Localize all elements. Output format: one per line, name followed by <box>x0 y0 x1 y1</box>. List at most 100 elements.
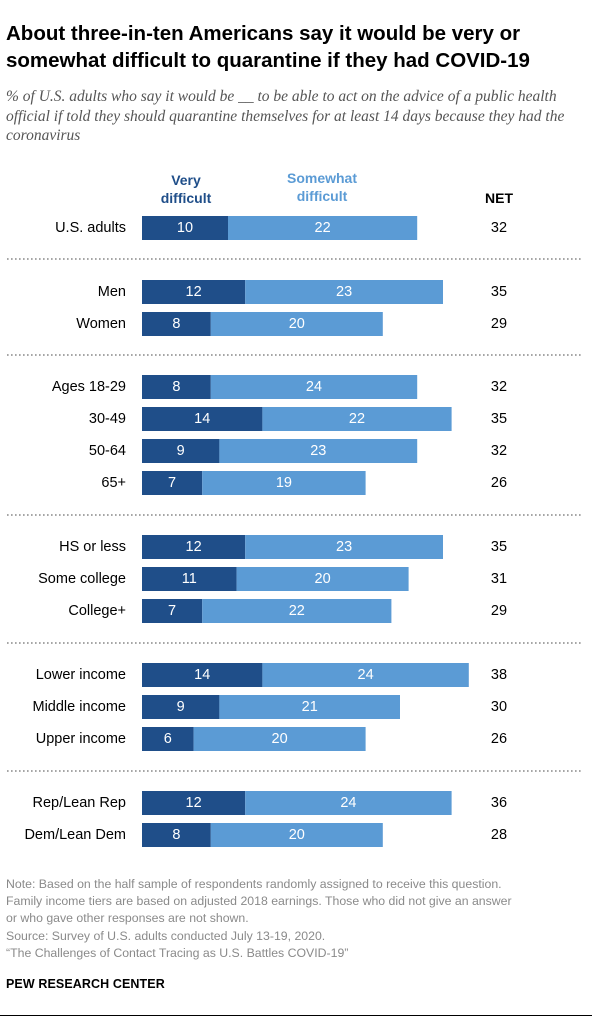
net-value-lower-income: 38 <box>491 667 507 683</box>
bar-somewhat-u-s-adults <box>228 216 418 240</box>
net-value-dem-lean-dem: 28 <box>491 827 507 843</box>
bottom-rule <box>0 1015 592 1016</box>
net-header: NET <box>485 190 513 206</box>
value-very-50-64: 9 <box>177 443 185 459</box>
value-somewhat-ages-18-29: 24 <box>306 379 322 395</box>
row-label-lower-income: Lower income <box>36 667 126 683</box>
row-label-college: College+ <box>68 603 126 619</box>
value-very-30-49: 14 <box>194 411 210 427</box>
legend-very-line2: difficult <box>161 190 212 206</box>
bar-somewhat-rep-lean-rep <box>245 791 452 815</box>
row-label-hs-or-less: HS or less <box>59 539 126 555</box>
value-somewhat-women: 20 <box>289 316 305 332</box>
bar-very-30-49 <box>142 407 263 431</box>
value-somewhat-dem-lean-dem: 20 <box>289 827 305 843</box>
net-value-65: 26 <box>491 475 507 491</box>
value-somewhat-30-49: 22 <box>349 411 365 427</box>
value-very-ages-18-29: 8 <box>172 379 180 395</box>
value-somewhat-rep-lean-rep: 24 <box>340 795 356 811</box>
bar-somewhat-middle-income <box>219 695 400 719</box>
value-very-u-s-adults: 10 <box>177 220 193 236</box>
net-value-u-s-adults: 32 <box>491 220 507 236</box>
value-very-some-college: 11 <box>182 571 197 587</box>
bar-somewhat-65 <box>202 471 366 495</box>
net-value-hs-or-less: 35 <box>491 539 507 555</box>
net-value-men: 35 <box>491 284 507 300</box>
net-value-50-64: 32 <box>491 443 507 459</box>
bar-somewhat-50-64 <box>219 439 418 463</box>
note-line-2: Family income tiers are based on adjuste… <box>6 894 512 909</box>
value-somewhat-hs-or-less: 23 <box>336 539 352 555</box>
bar-very-ages-18-29 <box>142 375 211 399</box>
bar-somewhat-lower-income <box>262 663 469 687</box>
row-label-upper-income: Upper income <box>36 731 126 747</box>
row-label-some-college: Some college <box>38 571 126 587</box>
row-label-50-64: 50-64 <box>89 443 126 459</box>
value-somewhat-middle-income: 21 <box>302 699 318 715</box>
row-label-men: Men <box>98 284 126 300</box>
value-somewhat-65: 19 <box>276 475 292 491</box>
row-label-women: Women <box>76 316 126 332</box>
row-label-65: 65+ <box>101 475 126 491</box>
net-value-middle-income: 30 <box>491 699 507 715</box>
bar-very-dem-lean-dem <box>142 823 211 847</box>
note-line-1: Note: Based on the half sample of respon… <box>6 877 502 891</box>
value-very-rep-lean-rep: 12 <box>186 795 202 811</box>
value-very-men: 12 <box>186 284 202 300</box>
row-label-u-s-adults: U.S. adults <box>55 220 126 236</box>
note-line-3: or who gave other responses are not show… <box>6 911 249 926</box>
chart-subtitle: % of U.S. adults who say it would be __ … <box>6 88 565 144</box>
row-label-dem-lean-dem: Dem/Lean Dem <box>24 827 126 843</box>
net-value-college: 29 <box>491 603 507 619</box>
value-very-college: 7 <box>168 603 176 619</box>
value-somewhat-lower-income: 24 <box>358 667 374 683</box>
bar-very-men <box>142 280 246 304</box>
row-label-ages-18-29: Ages 18-29 <box>52 379 126 395</box>
bar-very-u-s-adults <box>142 216 228 240</box>
bar-very-65 <box>142 471 203 495</box>
value-somewhat-college: 22 <box>289 603 305 619</box>
value-very-hs-or-less: 12 <box>186 539 202 555</box>
bar-somewhat-upper-income <box>193 727 366 751</box>
value-very-upper-income: 6 <box>164 731 172 747</box>
chart-notes: Note: Based on the half sample of respon… <box>6 876 586 962</box>
net-value-some-college: 31 <box>491 571 507 587</box>
value-very-middle-income: 9 <box>177 699 185 715</box>
net-value-ages-18-29: 32 <box>491 379 507 395</box>
bar-somewhat-college <box>202 599 392 623</box>
value-very-dem-lean-dem: 8 <box>172 827 180 843</box>
bar-very-some-college <box>142 567 237 591</box>
value-very-lower-income: 14 <box>194 667 210 683</box>
bar-very-upper-income <box>142 727 194 751</box>
net-value-30-49: 35 <box>491 411 507 427</box>
bar-very-college <box>142 599 203 623</box>
chart-title: About three-in-ten Americans say it woul… <box>6 22 530 72</box>
legend-somewhat-line2: difficult <box>297 188 348 204</box>
bar-somewhat-hs-or-less <box>245 535 443 559</box>
legend-very-line1: Very <box>171 172 201 188</box>
bar-somewhat-women <box>210 312 383 336</box>
bar-somewhat-men <box>245 280 443 304</box>
value-somewhat-u-s-adults: 22 <box>315 220 331 236</box>
bar-somewhat-some-college <box>236 567 409 591</box>
value-somewhat-some-college: 20 <box>315 571 331 587</box>
row-label-30-49: 30-49 <box>89 411 126 427</box>
bar-very-lower-income <box>142 663 263 687</box>
value-somewhat-50-64: 23 <box>310 443 326 459</box>
bar-somewhat-30-49 <box>262 407 452 431</box>
bar-very-rep-lean-rep <box>142 791 246 815</box>
bar-very-hs-or-less <box>142 535 246 559</box>
value-somewhat-upper-income: 20 <box>272 731 288 747</box>
row-label-rep-lean-rep: Rep/Lean Rep <box>32 795 126 811</box>
value-somewhat-men: 23 <box>336 284 352 300</box>
bar-very-women <box>142 312 211 336</box>
bar-very-50-64 <box>142 439 220 463</box>
value-very-women: 8 <box>172 316 180 332</box>
value-very-65: 7 <box>168 475 176 491</box>
source-line: Source: Survey of U.S. adults conducted … <box>6 928 326 943</box>
bar-very-middle-income <box>142 695 220 719</box>
row-label-middle-income: Middle income <box>33 699 127 715</box>
legend-somewhat-line1: Somewhat <box>287 170 357 186</box>
bar-somewhat-dem-lean-dem <box>210 823 383 847</box>
net-value-rep-lean-rep: 36 <box>491 795 507 811</box>
